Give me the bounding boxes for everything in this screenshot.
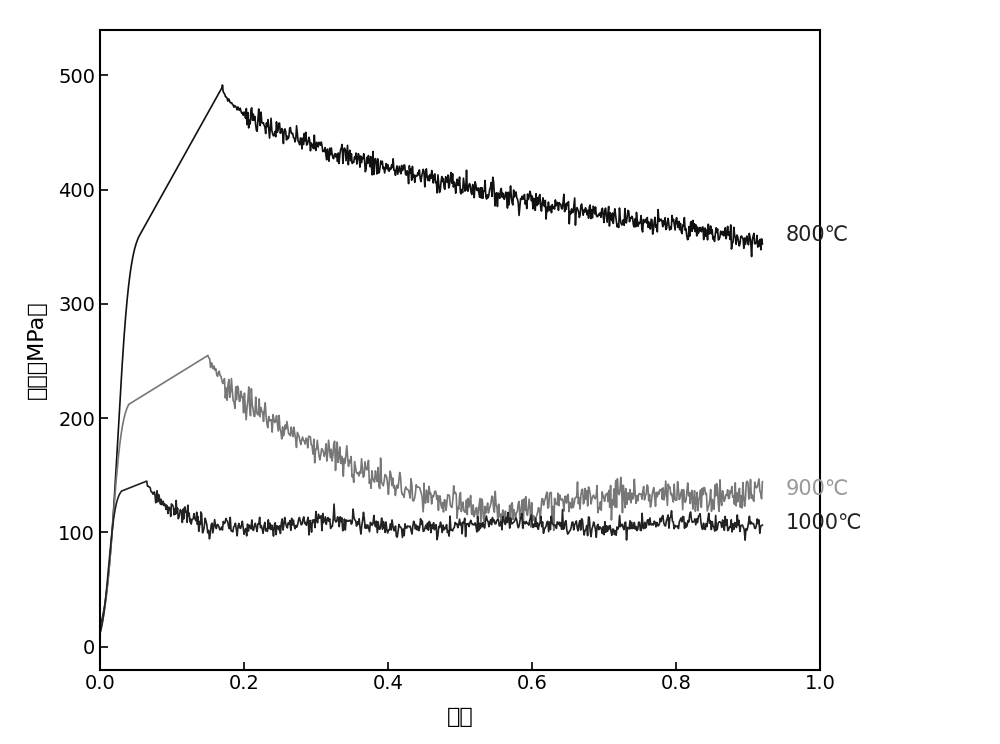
Text: 800℃: 800℃: [785, 225, 849, 246]
Y-axis label: 应力（MPa）: 应力（MPa）: [27, 301, 47, 399]
X-axis label: 应变: 应变: [447, 708, 473, 728]
Text: 1000℃: 1000℃: [785, 513, 862, 533]
Text: 900℃: 900℃: [785, 479, 849, 499]
